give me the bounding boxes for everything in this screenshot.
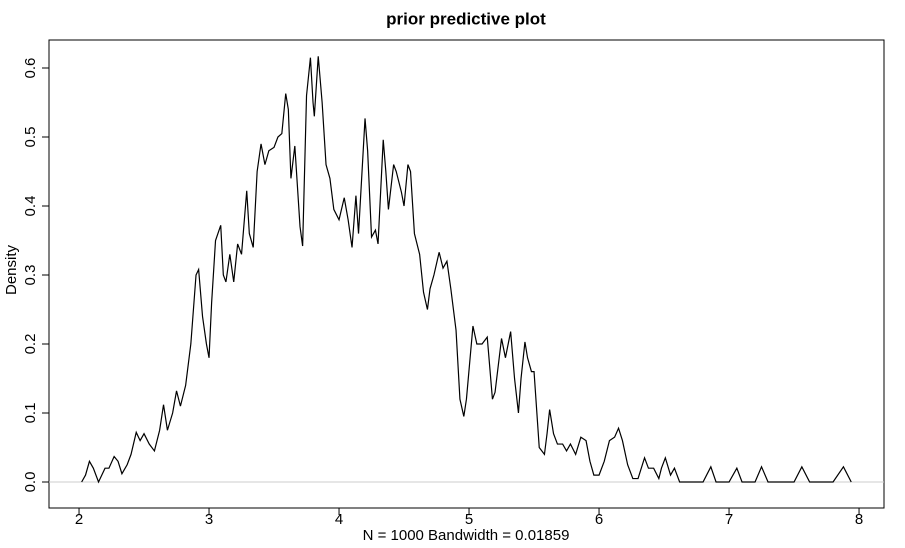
y-tick-label: 0.4 (22, 196, 39, 217)
chart-title: prior predictive plot (386, 9, 546, 28)
x-tick-label: 3 (205, 511, 213, 528)
y-tick-label: 0.0 (22, 472, 39, 493)
x-tick-label: 4 (335, 511, 343, 528)
x-tick-label: 8 (855, 511, 863, 528)
y-tick-label: 0.5 (22, 127, 39, 148)
x-tick-label: 5 (465, 511, 473, 528)
y-tick-label: 0.6 (22, 58, 39, 79)
y-axis-label: Density (3, 244, 20, 295)
x-tick-label: 7 (725, 511, 733, 528)
x-tick-label: 2 (75, 511, 83, 528)
density-line (81, 56, 852, 484)
x-axis-label: N = 1000 Bandwidth = 0.01859 (363, 527, 570, 544)
y-tick-label: 0.1 (22, 403, 39, 424)
y-tick-label: 0.2 (22, 334, 39, 355)
plot-frame (48, 39, 885, 509)
x-tick-label: 6 (595, 511, 603, 528)
y-tick-label: 0.3 (22, 265, 39, 286)
